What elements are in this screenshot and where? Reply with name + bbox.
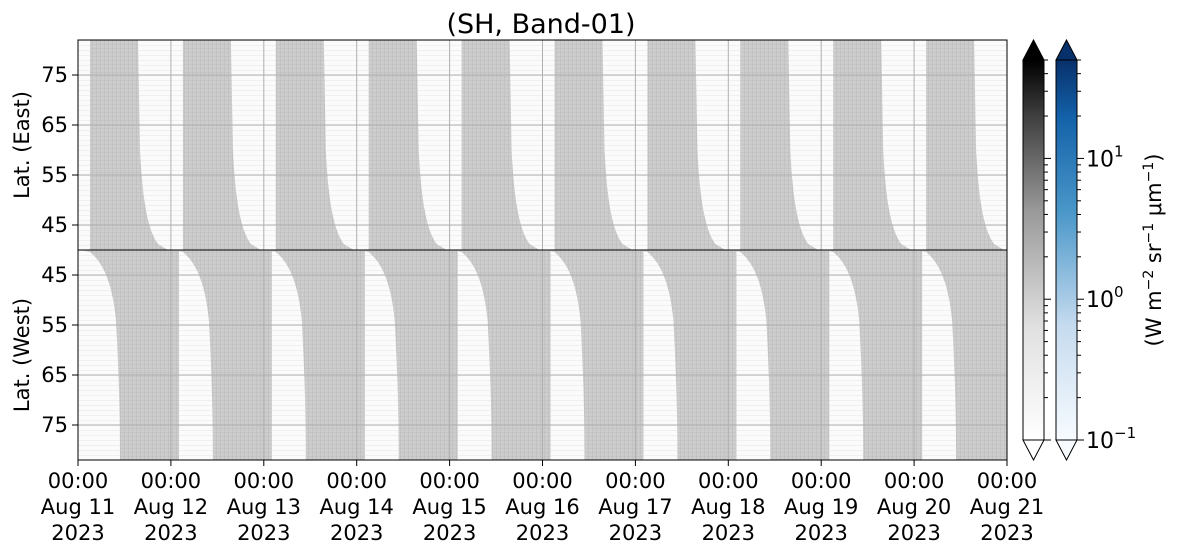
- xtick-time-3: 00:00: [326, 469, 387, 493]
- xtick-date-0: Aug 11: [41, 495, 115, 519]
- band-east-day-5: [461, 40, 540, 250]
- xtick-date-5: Aug 16: [505, 495, 579, 519]
- ytick-label-east-55: 55: [41, 163, 68, 187]
- xtick-year-10: 2023: [980, 521, 1033, 545]
- band-east-day-9: [833, 40, 912, 250]
- cbar-tick-label-0: 10−1: [1086, 424, 1136, 454]
- panel-west: 75 65 55 45 Lat. (West): [10, 250, 1007, 460]
- xtick-date-10: Aug 21: [970, 495, 1044, 519]
- band-west-day-5: [451, 250, 551, 460]
- band-east-day-7: [647, 40, 726, 250]
- band-west-day-8: [730, 250, 830, 460]
- band-east-day-6: [554, 40, 633, 250]
- panel-east: 45 55 65 75 Lat. (East): [10, 40, 1007, 250]
- band-east-day-2: [182, 40, 261, 250]
- cbar-tick-label-1: 100: [1086, 283, 1124, 313]
- xtick-time-10: 00:00: [977, 469, 1038, 493]
- cbar-tick-label-2: 101: [1086, 142, 1124, 172]
- xtick-date-9: Aug 20: [877, 495, 951, 519]
- xtick-date-8: Aug 19: [784, 495, 858, 519]
- ytick-label-east-45: 45: [41, 213, 68, 237]
- xtick-time-0: 00:00: [48, 469, 109, 493]
- band-west-day-6: [544, 250, 644, 460]
- band-west-day-4: [358, 250, 458, 460]
- xtick-year-2: 2023: [237, 521, 290, 545]
- colorbar-greys: [1022, 38, 1045, 462]
- xtick-year-8: 2023: [794, 521, 847, 545]
- band-east-day-3: [275, 40, 354, 250]
- xtick-time-5: 00:00: [512, 469, 573, 493]
- ytick-label-west-55: 55: [41, 313, 68, 337]
- xtick-date-4: Aug 15: [412, 495, 486, 519]
- xtick-date-1: Aug 12: [134, 495, 208, 519]
- band-east-day-1: [90, 40, 168, 250]
- band-east-day-8: [740, 40, 819, 250]
- ytick-label-west-45: 45: [41, 263, 68, 287]
- xtick-year-0: 2023: [51, 521, 104, 545]
- ytick-label-east-75: 75: [41, 63, 68, 87]
- band-east-day-4: [368, 40, 447, 250]
- band-west-day-3: [265, 250, 365, 460]
- xtick-year-1: 2023: [144, 521, 197, 545]
- xtick-year-9: 2023: [887, 521, 940, 545]
- xtick-date-6: Aug 17: [598, 495, 672, 519]
- xtick-year-6: 2023: [609, 521, 662, 545]
- xtick-time-6: 00:00: [605, 469, 666, 493]
- band-west-day-2: [172, 250, 272, 460]
- ytick-label-west-75: 75: [41, 413, 68, 437]
- band-west-day-7: [637, 250, 737, 460]
- band-west-day-1: [80, 250, 179, 460]
- xtick-date-2: Aug 13: [227, 495, 301, 519]
- xtick-time-2: 00:00: [234, 469, 295, 493]
- band-east-day-10: [926, 40, 1005, 250]
- y-axis-label-west: Lat. (West): [10, 298, 34, 412]
- band-west-day-10: [916, 250, 1007, 460]
- ytick-label-west-65: 65: [41, 363, 68, 387]
- ytick-label-east-65: 65: [41, 113, 68, 137]
- xtick-time-9: 00:00: [884, 469, 945, 493]
- xtick-date-3: Aug 14: [319, 495, 393, 519]
- xtick-date-7: Aug 18: [691, 495, 765, 519]
- xtick-time-1: 00:00: [141, 469, 202, 493]
- xtick-time-4: 00:00: [419, 469, 480, 493]
- xtick-year-7: 2023: [702, 521, 755, 545]
- xtick-time-8: 00:00: [791, 469, 852, 493]
- band-west-day-9: [823, 250, 923, 460]
- colorbar-label: (W m−2 sr−1 μm−1): [1141, 154, 1166, 347]
- y-axis-label-east: Lat. (East): [10, 91, 34, 199]
- xtick-year-4: 2023: [423, 521, 476, 545]
- xtick-time-7: 00:00: [698, 469, 759, 493]
- xtick-year-5: 2023: [516, 521, 569, 545]
- xtick-year-3: 2023: [330, 521, 383, 545]
- colorbar-blues: [1055, 38, 1078, 462]
- chart-title: (SH, Band-01): [446, 9, 635, 40]
